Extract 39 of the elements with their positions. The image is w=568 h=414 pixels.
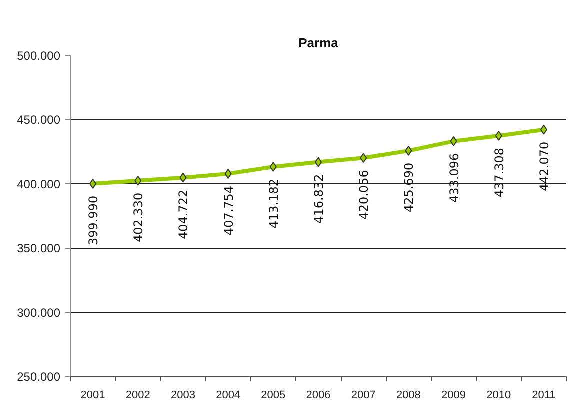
point [495, 130, 502, 141]
data-label: 413.182 [266, 178, 281, 229]
y-tick-label: 400.000 [17, 177, 61, 192]
x-tick-label: 2011 [532, 390, 556, 402]
data-label: 442.070 [537, 142, 552, 192]
y-tick-label: 350.000 [17, 242, 61, 256]
point [360, 153, 368, 164]
point [224, 168, 232, 179]
y-tick-label: 450.000 [17, 113, 61, 128]
x-tick-label: 2002 [126, 390, 150, 402]
x-tick-label: 2009 [442, 390, 466, 402]
x-tick-label: 2010 [486, 390, 512, 402]
y-tick-label: 300.000 [17, 306, 61, 320]
data-label: 402.330 [132, 192, 146, 243]
data-label: 433.096 [447, 153, 462, 204]
point [90, 178, 97, 189]
point [180, 172, 187, 183]
point [405, 146, 412, 156]
y-tick-label: 500.000 [17, 49, 61, 63]
y-tick-label: 250.000 [17, 370, 61, 384]
point [270, 162, 277, 172]
x-tick-label: 2005 [261, 390, 286, 402]
data-label: 437.308 [492, 148, 506, 198]
data-label: 416.832 [312, 174, 326, 224]
x-tick-label: 2007 [351, 390, 376, 402]
data-label: 399.990 [86, 196, 101, 246]
point [540, 124, 548, 135]
x-tick-label: 2006 [306, 390, 331, 402]
chart-title: Parma [298, 36, 340, 50]
x-tick-label: 2008 [396, 390, 421, 402]
point [134, 176, 142, 186]
x-tick-label: 2004 [216, 390, 241, 402]
data-label: 404.722 [176, 190, 191, 240]
x-tick-label: 2001 [80, 390, 106, 402]
data-label: 425.690 [402, 162, 416, 213]
data-label: 407.754 [222, 186, 236, 236]
data-label: 420.056 [357, 170, 372, 220]
x-tick-label: 2003 [170, 390, 196, 402]
point [450, 136, 458, 146]
